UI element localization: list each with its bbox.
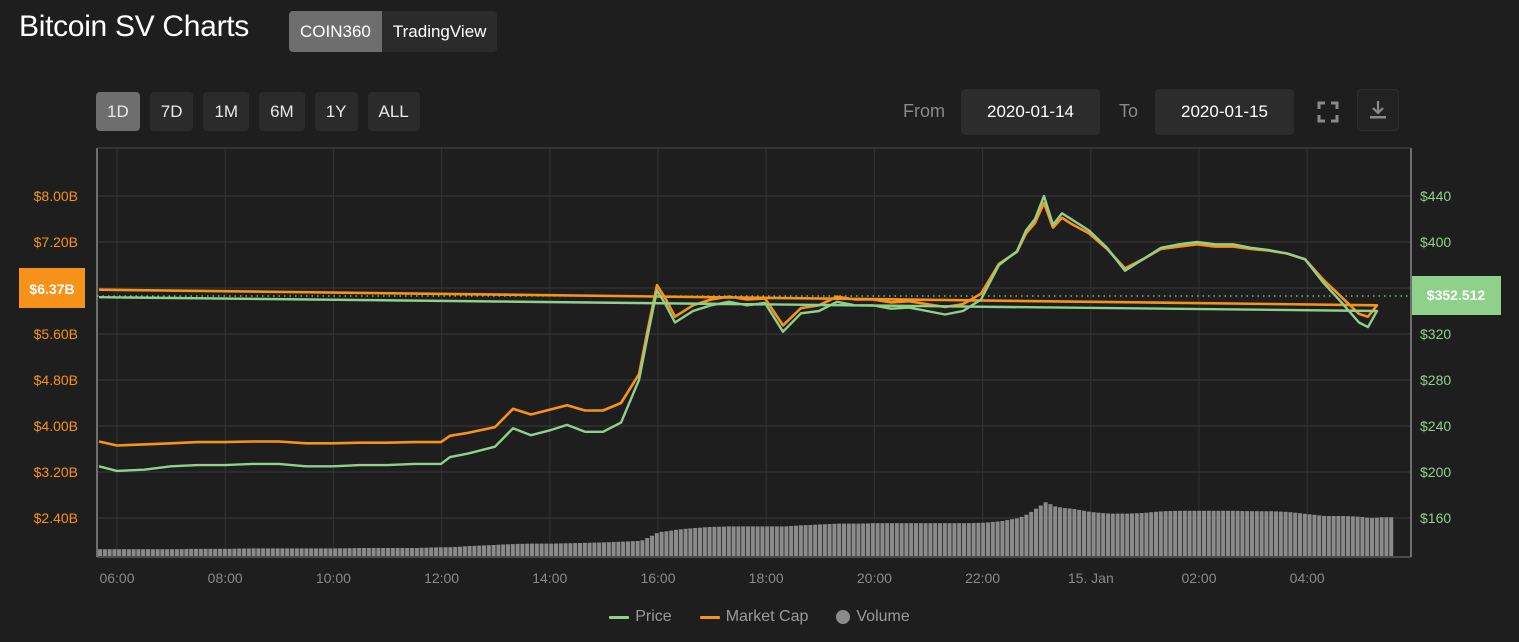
market-cap-legend-swatch xyxy=(699,615,720,619)
svg-text:$5.60B: $5.60B xyxy=(34,326,78,342)
legend-price[interactable]: Price xyxy=(609,608,672,626)
legend-volume[interactable]: Volume xyxy=(836,608,910,626)
svg-text:$400: $400 xyxy=(1420,234,1451,250)
price-line xyxy=(98,194,1379,473)
svg-text:$440: $440 xyxy=(1420,188,1451,204)
svg-text:$7.20B: $7.20B xyxy=(34,234,78,250)
svg-text:$320: $320 xyxy=(1420,326,1451,342)
svg-text:22:00: 22:00 xyxy=(965,570,1000,586)
svg-text:$4.00B: $4.00B xyxy=(34,418,78,434)
svg-text:04:00: 04:00 xyxy=(1290,570,1325,586)
range-1d-button[interactable]: 1D xyxy=(96,92,140,131)
svg-text:18:00: 18:00 xyxy=(749,570,784,586)
svg-text:$200: $200 xyxy=(1420,464,1451,480)
fullscreen-button[interactable] xyxy=(1312,96,1344,128)
legend-market-cap-label: Market Cap xyxy=(725,608,809,625)
source-tradingview-button[interactable]: TradingView xyxy=(392,22,487,41)
svg-text:$3.20B: $3.20B xyxy=(34,464,78,480)
svg-text:$280: $280 xyxy=(1420,372,1451,388)
price-legend-swatch xyxy=(609,615,630,619)
svg-text:$6.37B: $6.37B xyxy=(29,281,74,297)
download-icon xyxy=(1370,101,1386,119)
svg-text:06:00: 06:00 xyxy=(99,570,134,586)
volume-legend-swatch xyxy=(836,610,851,624)
page-title: Bitcoin SV Charts xyxy=(19,10,249,43)
volume-bars xyxy=(98,502,1394,556)
fullscreen-icon xyxy=(1317,101,1339,123)
range-6m-button[interactable]: 6M xyxy=(259,92,305,131)
chart-source-toggle: COIN360 TradingView xyxy=(289,11,498,52)
market-cap-line xyxy=(98,201,1379,447)
range-all-button[interactable]: ALL xyxy=(367,92,420,131)
svg-text:08:00: 08:00 xyxy=(208,570,243,586)
range-1y-button[interactable]: 1Y xyxy=(314,92,358,131)
svg-text:10:00: 10:00 xyxy=(316,570,351,586)
svg-text:$8.00B: $8.00B xyxy=(34,188,78,204)
to-label: To xyxy=(1119,101,1139,121)
svg-text:$4.80B: $4.80B xyxy=(34,372,78,388)
svg-text:02:00: 02:00 xyxy=(1181,570,1216,586)
legend-market-cap[interactable]: Market Cap xyxy=(699,608,809,626)
right-axis-labels: $440 $400 $320 $280 $240 $200 $160 xyxy=(1420,188,1451,526)
svg-text:$240: $240 xyxy=(1420,418,1451,434)
svg-text:20:00: 20:00 xyxy=(857,570,892,586)
chart-legend: Price Market Cap Volume xyxy=(0,608,1519,626)
svg-text:$352.512: $352.512 xyxy=(1427,287,1486,303)
svg-text:$160: $160 xyxy=(1420,510,1451,526)
svg-text:16:00: 16:00 xyxy=(640,570,675,586)
from-date-input[interactable]: 2020-01-14 xyxy=(961,89,1100,135)
price-current-badge: $352.512 xyxy=(1412,276,1501,315)
svg-text:14:00: 14:00 xyxy=(532,570,567,586)
left-axis-labels: $8.00B $7.20B $5.60B $4.80B $4.00B $3.20B $2.4… xyxy=(34,188,78,526)
svg-text:12:00: 12:00 xyxy=(424,570,459,586)
range-1m-button[interactable]: 1M xyxy=(203,92,250,131)
x-axis-labels: 06:00 08:00 10:00 12:00 14:00 16:00 18:00 20:00… xyxy=(99,570,1324,586)
price-chart[interactable]: $8.00B $7.20B $5.60B $4.80B $4.00B $3.20B $2.4… xyxy=(0,0,1519,600)
range-7d-button[interactable]: 7D xyxy=(149,92,194,131)
source-coin360-button[interactable]: COIN360 xyxy=(289,11,382,52)
download-button[interactable] xyxy=(1357,89,1399,131)
from-label: From xyxy=(903,101,945,121)
legend-volume-label: Volume xyxy=(856,608,910,625)
time-range-selector: 1D 7D 1M 6M 1Y ALL xyxy=(96,92,420,131)
legend-price-label: Price xyxy=(635,608,672,625)
svg-text:15. Jan: 15. Jan xyxy=(1068,570,1114,586)
to-date-input[interactable]: 2020-01-15 xyxy=(1155,89,1294,135)
svg-text:$2.40B: $2.40B xyxy=(34,510,78,526)
market-cap-current-badge: $6.37B xyxy=(19,268,85,308)
chart-grid xyxy=(97,148,1411,557)
